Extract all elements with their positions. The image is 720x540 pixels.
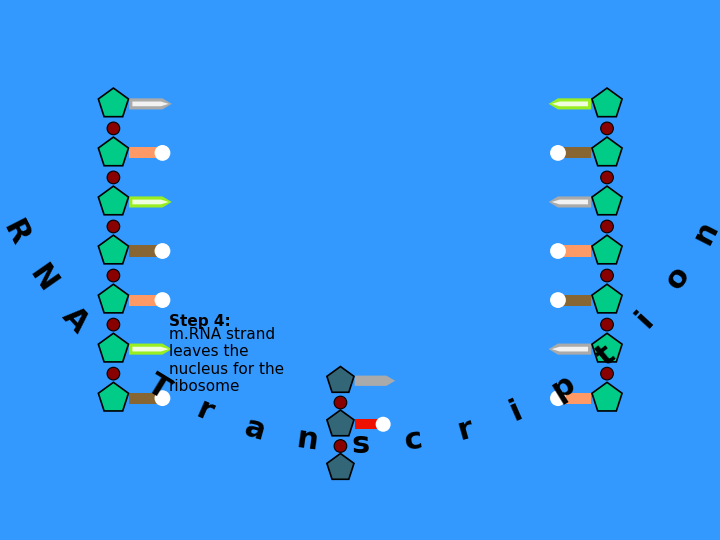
Text: n: n [294,424,320,456]
Circle shape [600,122,613,134]
Text: s: s [351,429,369,458]
Text: p: p [546,369,580,405]
Bar [355,419,383,429]
Circle shape [107,269,120,282]
Circle shape [550,390,566,406]
Text: c: c [402,425,424,456]
Text: t: t [591,340,621,372]
Circle shape [155,145,171,161]
Polygon shape [99,88,128,117]
Bar [129,294,163,306]
Circle shape [600,220,613,233]
Circle shape [107,220,120,233]
Polygon shape [552,102,588,106]
Polygon shape [592,284,622,313]
Polygon shape [132,200,168,204]
Circle shape [155,390,171,406]
Polygon shape [549,98,591,110]
Text: n: n [688,216,720,248]
Polygon shape [327,410,354,436]
Text: i: i [505,396,526,427]
Text: i: i [631,306,659,333]
Polygon shape [327,454,354,480]
Polygon shape [552,200,588,204]
Circle shape [334,440,347,453]
Polygon shape [129,197,172,207]
Text: T: T [141,369,174,404]
Circle shape [107,122,120,134]
Polygon shape [549,197,591,207]
Polygon shape [592,235,622,264]
Polygon shape [355,376,395,386]
Polygon shape [549,343,591,355]
Polygon shape [592,186,622,215]
Text: A: A [57,301,94,338]
Text: r: r [192,395,217,428]
Circle shape [600,269,613,282]
Bar [129,246,163,256]
Polygon shape [99,137,128,166]
Polygon shape [592,382,622,411]
Circle shape [107,367,120,380]
Text: r: r [454,414,477,445]
Polygon shape [99,333,128,362]
Text: o: o [660,261,696,295]
Text: m.RNA strand
leaves the
nucleus for the
ribosome: m.RNA strand leaves the nucleus for the … [168,327,284,394]
Bar [558,147,591,158]
Bar [558,294,591,306]
Polygon shape [99,382,128,411]
Circle shape [550,145,566,161]
Bar [558,393,591,404]
Text: R: R [0,215,33,249]
Polygon shape [129,98,172,110]
Circle shape [600,171,613,184]
Polygon shape [592,137,622,166]
Bar [558,246,591,256]
Text: a: a [241,413,269,446]
Circle shape [334,396,347,409]
Circle shape [107,318,120,331]
Bar [129,147,163,158]
Polygon shape [592,88,622,117]
Polygon shape [99,235,128,264]
Circle shape [155,292,171,308]
Polygon shape [129,343,172,355]
Polygon shape [132,347,168,352]
Circle shape [107,171,120,184]
Polygon shape [552,347,588,352]
Text: N: N [23,259,61,297]
Polygon shape [99,186,128,215]
Polygon shape [132,102,168,106]
Circle shape [600,318,613,331]
Circle shape [550,292,566,308]
Polygon shape [592,333,622,362]
Circle shape [600,367,613,380]
Polygon shape [99,284,128,313]
Circle shape [550,243,566,259]
Text: Step 4:: Step 4: [168,314,230,329]
Bar [129,393,163,404]
Polygon shape [327,367,354,392]
Circle shape [155,243,171,259]
Circle shape [376,417,391,432]
